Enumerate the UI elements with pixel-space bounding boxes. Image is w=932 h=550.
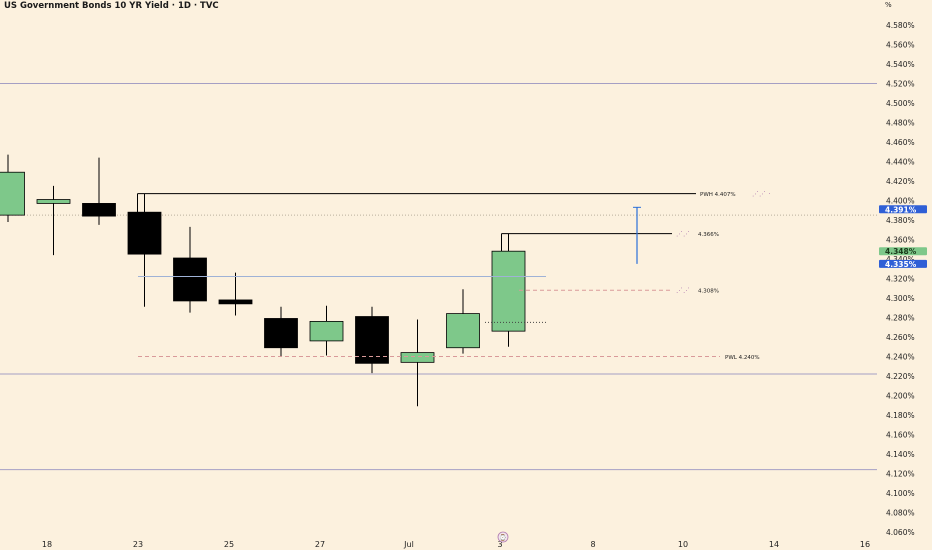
candle [446, 289, 480, 354]
time-axis: 18 23 25 27 Jul 3 8 10 14 16 ⌚ [42, 531, 870, 549]
candle [218, 272, 253, 316]
candle-body-down [82, 203, 116, 217]
candles-layer [0, 154, 526, 407]
price-axis: 4.580% 4.560% 4.540% 4.520% 4.500% 4.480% 4.46… [879, 21, 927, 537]
price-tick-label: 4.520% [886, 80, 915, 89]
price-badge-label: 4.335% [885, 260, 917, 269]
candle-body-up [309, 320, 344, 342]
candle-body-down [173, 257, 207, 302]
candle-body-down [127, 211, 162, 255]
price-tick-label: 4.580% [886, 21, 915, 30]
price-tick-label: 4.460% [886, 138, 915, 147]
time-tick-label: 8 [590, 540, 595, 549]
annotation-marker-icon: ⋰⋰ [676, 230, 690, 238]
candle [0, 154, 25, 222]
candle [491, 233, 526, 347]
price-tick-label: 4.360% [886, 236, 915, 245]
levels-layer [0, 83, 877, 471]
time-tick-label: 25 [224, 540, 234, 549]
price-tick-label: 4.440% [886, 158, 915, 167]
candle [127, 193, 162, 307]
price-tick-label: 4.280% [886, 314, 915, 323]
candle-body-up [0, 171, 25, 216]
price-tick-label: 4.260% [886, 333, 915, 342]
price-tick-label: 4.380% [886, 216, 915, 225]
candle [36, 185, 71, 256]
price-tick-label: 4.200% [886, 392, 915, 401]
candle-body-up [446, 313, 480, 349]
price-tick-label: 4.340% [886, 255, 915, 264]
chart-title: US Government Bonds 10 YR Yield · 1D · T… [4, 1, 219, 11]
candle-body-up [36, 199, 71, 204]
price-tick-label: 4.500% [886, 99, 915, 108]
candle [309, 305, 344, 356]
price-tick-label: 4.220% [886, 372, 915, 381]
price-tick-label: 4.080% [886, 509, 915, 518]
candle-body-down [355, 316, 389, 364]
price-tick-label: 4.120% [886, 470, 915, 479]
time-tick-label: 27 [315, 540, 325, 549]
price-tick-label: 4.540% [886, 60, 915, 69]
candle [173, 226, 207, 313]
time-tick-label: 3 [497, 540, 502, 549]
candle [400, 319, 435, 407]
annotation-marker-icon: ⋰⋰ · [752, 190, 770, 198]
price-badge-label: 4.348% [885, 247, 917, 256]
price-tick-label: 4.140% [886, 450, 915, 459]
annotation-label: PWL 4.240% [725, 355, 760, 361]
time-tick-label: 14 [769, 540, 779, 549]
price-tick-label: 4.240% [886, 353, 915, 362]
annotation-marker-icon: ⋰⋰ [676, 287, 690, 295]
price-tick-label: 4.560% [886, 41, 915, 50]
annotations-layer: PWH 4.407% ⋰⋰ · ⋰⋰ 4.366% ⋰⋰ 4.308% PWL 4.240% [137, 190, 770, 361]
candle [355, 306, 389, 374]
candle [264, 306, 298, 357]
price-tick-label: 4.300% [886, 294, 915, 303]
candle-body-up [400, 352, 435, 363]
price-badge-label: 4.391% [885, 205, 917, 214]
time-tick-label: 23 [133, 540, 143, 549]
price-badge [879, 259, 927, 268]
clock-icon-glyph: ⌚ [499, 534, 506, 542]
annotation-label: 4.366% [698, 232, 719, 238]
price-tick-label: 4.420% [886, 177, 915, 186]
clock-icon [497, 531, 509, 543]
time-tick-label: Jul [403, 540, 414, 549]
annotation-label: PWH 4.407% [700, 192, 736, 198]
price-badge [879, 205, 927, 214]
price-tick-label: 4.480% [886, 119, 915, 128]
price-unit-label: % [885, 1, 892, 9]
candle-body-up [491, 250, 526, 332]
price-tick-label: 4.160% [886, 431, 915, 440]
time-tick-label: 10 [678, 540, 688, 549]
price-tick-label: 4.060% [886, 528, 915, 537]
candle-body-down [218, 299, 253, 305]
price-tick-label: 4.180% [886, 411, 915, 420]
time-tick-label: 18 [42, 540, 52, 549]
candle [82, 157, 116, 225]
annotation-label: 4.308% [698, 289, 719, 295]
time-tick-label: 16 [860, 540, 870, 549]
price-tick-label: 4.100% [886, 489, 915, 498]
price-badge [879, 247, 927, 256]
candle-body-down [264, 318, 298, 349]
price-tick-label: 4.320% [886, 275, 915, 284]
price-tick-label: 4.400% [886, 197, 915, 206]
